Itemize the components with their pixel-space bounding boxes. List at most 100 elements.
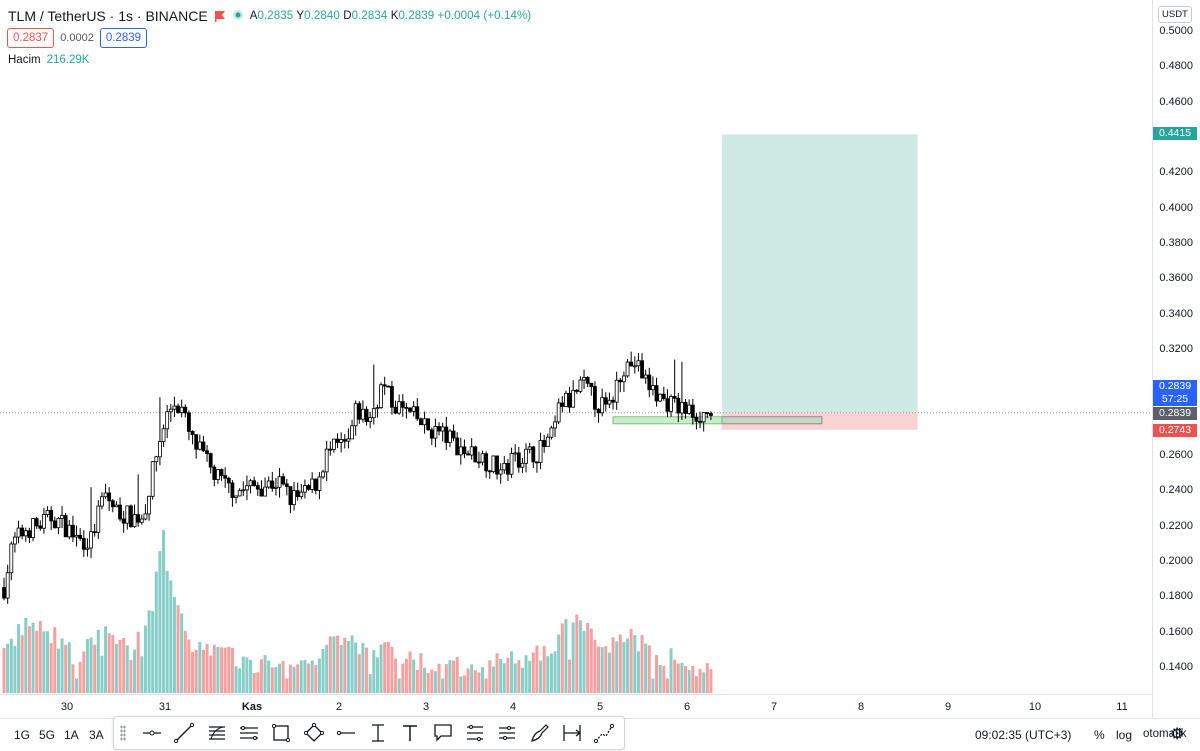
clock[interactable]: 09:02:35 (UTC+3)	[975, 728, 1072, 742]
volume-bar	[655, 655, 659, 693]
sell-button[interactable]: 0.2837	[7, 28, 55, 48]
date-range-icon[interactable]	[560, 721, 584, 745]
candle	[332, 438, 336, 450]
volume-bar	[553, 651, 557, 693]
symbol-title[interactable]: TLM / TetherUS · 1s · BINANCE	[8, 8, 208, 24]
candle	[154, 456, 159, 463]
candle	[578, 379, 583, 392]
time-axis[interactable]: 30 31 Kas 2 3 4 5 6 7 8 9 10 11	[0, 694, 1152, 719]
candle	[71, 524, 75, 538]
candle	[422, 418, 427, 426]
candle	[487, 470, 492, 473]
volume-bar	[111, 635, 115, 693]
volume-bar	[433, 671, 437, 693]
parallel-channel-icon[interactable]	[237, 721, 261, 745]
drag-handle[interactable]	[120, 725, 126, 741]
volume-bar	[288, 664, 292, 693]
volume-bar	[223, 647, 227, 693]
candles	[2, 351, 713, 604]
candle	[571, 389, 576, 408]
range-5d-button[interactable]: 5G	[39, 728, 56, 742]
range-3m-button[interactable]: 3A	[89, 728, 104, 742]
volume-bar	[64, 644, 68, 693]
candle	[129, 505, 133, 528]
volume-bar	[687, 670, 691, 693]
volume-bar	[49, 643, 53, 693]
candle	[397, 401, 402, 414]
candle	[400, 401, 405, 408]
log-scale-button[interactable]: log	[1116, 728, 1133, 742]
candle	[274, 486, 278, 489]
price-axis[interactable]: 0.5000 0.4800 0.4600 0.4200 0.4000 0.3800 0.36…	[1152, 0, 1200, 718]
candle	[382, 384, 387, 387]
candle	[23, 530, 28, 537]
volume-bar	[684, 666, 688, 693]
candle	[651, 385, 655, 391]
callout-icon[interactable]	[431, 721, 455, 745]
volume-bar	[82, 651, 86, 693]
brush-icon[interactable]	[528, 721, 552, 745]
candle	[444, 426, 449, 443]
volume-bar	[278, 663, 282, 693]
price-tick-label: 0.4600	[1159, 95, 1193, 108]
candle	[139, 518, 144, 523]
volume-bar	[42, 631, 46, 693]
volume-legend[interactable]: Hacim 216.29K	[8, 54, 89, 66]
volume-bar	[408, 651, 412, 693]
volume-bar	[176, 605, 180, 693]
candle	[429, 429, 434, 439]
candle	[498, 469, 503, 475]
candle	[34, 518, 39, 527]
trend-line-icon[interactable]	[172, 721, 196, 745]
range-1m-button[interactable]: 1A	[64, 728, 79, 742]
percent-scale-button[interactable]: %	[1094, 728, 1105, 742]
candle	[506, 462, 510, 475]
volume-bar	[506, 657, 510, 693]
volume-bar	[56, 648, 60, 693]
candle	[611, 399, 615, 403]
range-1d-button[interactable]: 1G	[14, 728, 31, 742]
candle	[527, 446, 532, 450]
candle	[52, 520, 57, 529]
fib-retracement-icon[interactable]	[205, 721, 229, 745]
entry-range-box[interactable]	[721, 416, 823, 425]
volume-bar	[571, 622, 575, 693]
flag-icon[interactable]	[214, 10, 226, 22]
price-chart[interactable]	[0, 0, 1152, 718]
time-tick-label: 9	[944, 701, 952, 713]
price-tick-label: 0.3800	[1159, 237, 1193, 249]
horizontal-line-icon[interactable]	[334, 721, 358, 745]
volume-bar	[27, 626, 31, 693]
volume-bar	[194, 649, 198, 693]
candle	[411, 406, 416, 412]
candle	[640, 360, 644, 379]
volume-bar	[2, 648, 6, 693]
candle	[107, 492, 112, 502]
volume-bar	[647, 645, 651, 693]
price-tick-label: 0.1600	[1159, 625, 1193, 638]
settings-gear-icon[interactable]: ⚙	[1170, 726, 1185, 743]
candle	[440, 426, 445, 432]
pitchfork-icon[interactable]	[463, 721, 487, 745]
text-cursor-icon[interactable]	[366, 721, 390, 745]
spread-value: 0.0002	[60, 32, 94, 44]
candle	[455, 437, 460, 456]
horizontal-ray-icon[interactable]	[140, 721, 164, 745]
text-icon[interactable]	[398, 721, 422, 745]
rectangle-icon[interactable]	[269, 721, 293, 745]
forecast-icon[interactable]	[592, 721, 616, 745]
candle	[230, 482, 235, 498]
path-icon[interactable]	[302, 721, 326, 745]
buy-button[interactable]: 0.2839	[99, 28, 148, 48]
gann-icon[interactable]	[495, 721, 519, 745]
currency-button[interactable]: USDT	[1158, 6, 1192, 23]
candle	[5, 572, 10, 599]
profit-zone[interactable]	[721, 134, 918, 413]
volume-bar	[136, 631, 140, 693]
volume-bar	[35, 630, 39, 693]
volume-bar	[491, 666, 495, 693]
price-tick-label: 0.4800	[1159, 60, 1193, 73]
candle	[125, 505, 130, 524]
auto-scale-button[interactable]: otomatik	[1143, 728, 1187, 740]
volume-bar	[499, 658, 503, 693]
